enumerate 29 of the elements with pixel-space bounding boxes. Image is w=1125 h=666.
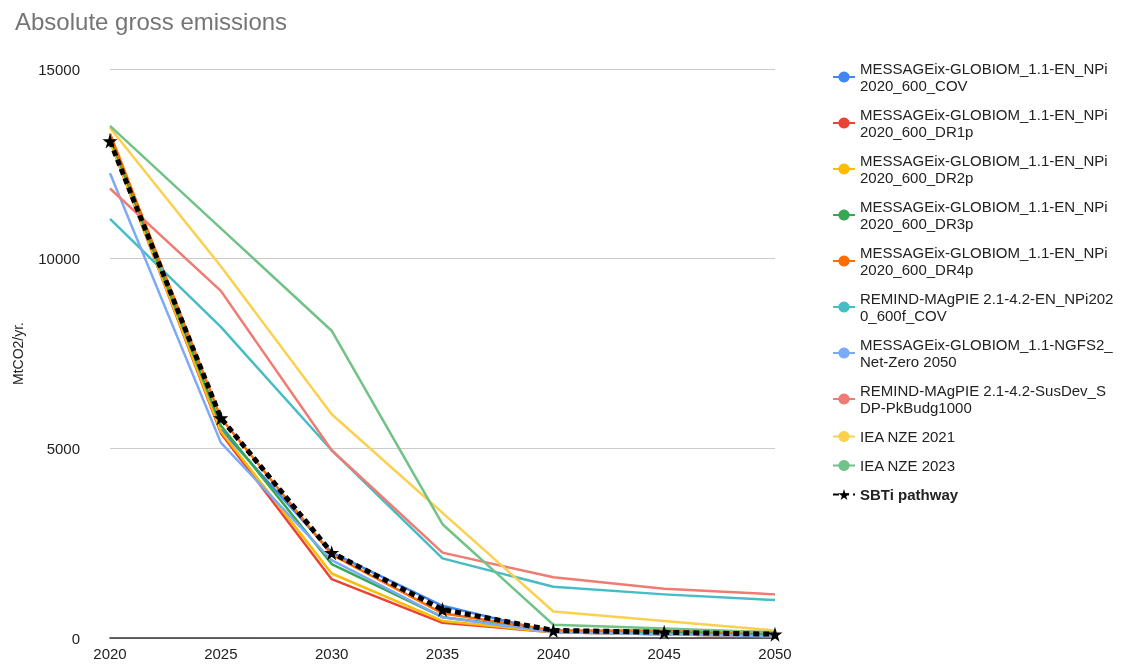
y-tick-label: 0 (71, 629, 80, 647)
x-tick-label: 2035 (425, 645, 460, 662)
legend-label: REMIND-MAgPIE 2.1-4.2-EN_NPi2020_600f_COV (860, 290, 1114, 324)
legend-label: REMIND-MAgPIE 2.1-4.2-SusDev_SDP-PkBudg1000 (860, 382, 1106, 416)
chart-title: Absolute gross emissions (15, 7, 288, 35)
x-tick-label: 2040 (536, 645, 571, 662)
x-tick-label: 2045 (647, 645, 681, 662)
legend-label: MESSAGEix-GLOBIOM_1.1-NGFS2_Net-Zero 2050 (860, 336, 1114, 370)
legend-label: IEA NZE 2023 (860, 457, 956, 474)
legend-label: IEA NZE 2021 (860, 428, 956, 445)
point (767, 626, 783, 642)
point (324, 545, 340, 561)
legend-label: MESSAGEix-GLOBIOM_1.1-EN_NPi2020_600_COV (860, 60, 1108, 94)
x-tick-label: 2020 (93, 645, 127, 662)
x-tick-label: 2050 (758, 645, 792, 662)
point (102, 133, 118, 149)
point (435, 602, 450, 618)
y-tick-label: 5000 (46, 439, 80, 457)
point (213, 410, 229, 426)
legend-label: MESSAGEix-GLOBIOM_1.1-EN_NPi2020_600_DR2p (860, 152, 1108, 186)
y-tick-label: 10000 (38, 250, 80, 268)
legend-label: MESSAGEix-GLOBIOM_1.1-EN_NPi2020_600_DR3p (860, 198, 1108, 232)
y-axis-title: MtCO2/yr. (10, 321, 26, 386)
legend-label: MESSAGEix-GLOBIOM_1.1-EN_NPi2020_600_DR4p (860, 244, 1108, 278)
x-tick-label: 2030 (314, 645, 349, 662)
y-tick-label: 15000 (38, 60, 80, 78)
x-tick-label: 2025 (204, 645, 238, 662)
legend-label: SBTi pathway (860, 486, 959, 503)
legend-label: MESSAGEix-GLOBIOM_1.1-EN_NPi2020_600_DR1p (860, 106, 1108, 140)
